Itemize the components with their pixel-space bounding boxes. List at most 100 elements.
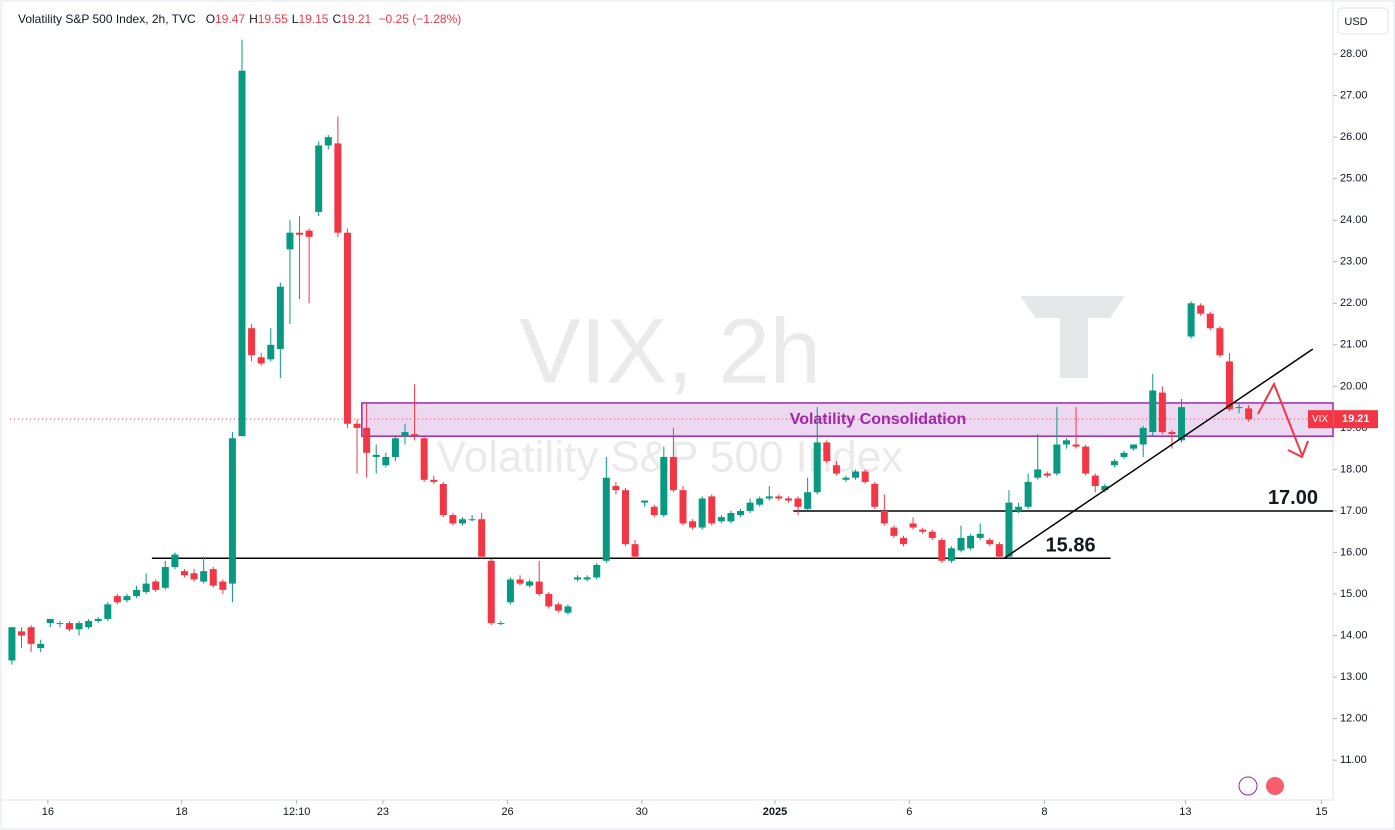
candle-body xyxy=(296,232,304,235)
candle-body xyxy=(612,486,620,491)
candle-body xyxy=(487,560,495,624)
candle-body xyxy=(1120,452,1128,457)
candle-body xyxy=(1053,444,1061,474)
candle-body xyxy=(1216,328,1224,356)
candle-body xyxy=(938,540,946,561)
candle-body xyxy=(957,537,965,551)
y-tick-label: 12.00 xyxy=(1340,713,1368,725)
candle-body xyxy=(717,517,725,522)
candle-body xyxy=(343,232,351,424)
alert-icon[interactable] xyxy=(1238,776,1258,796)
candle-body xyxy=(152,581,160,590)
candle-body xyxy=(1043,473,1051,476)
candle-body xyxy=(871,483,879,507)
candle-body xyxy=(1015,506,1023,511)
candle-body xyxy=(430,479,438,482)
candle-body xyxy=(641,500,649,503)
x-tick-label: 6 xyxy=(906,806,912,818)
candle-body xyxy=(27,627,35,644)
candle-body xyxy=(564,606,572,613)
ohlc-key: H xyxy=(249,12,258,26)
candle-body xyxy=(142,583,150,592)
candle-body xyxy=(765,496,773,499)
candle-body xyxy=(478,519,486,557)
candle-body xyxy=(602,477,610,561)
candle-body xyxy=(133,589,141,597)
candle-body xyxy=(947,548,955,561)
candle-body xyxy=(161,567,169,588)
candle-body xyxy=(775,496,783,499)
x-tick-label: 30 xyxy=(636,806,648,818)
price-tag-bg xyxy=(1334,410,1378,429)
x-tick-label: 23 xyxy=(377,806,389,818)
x-tick-label: 8 xyxy=(1041,806,1047,818)
candle-body xyxy=(305,230,313,237)
candle-body xyxy=(621,490,629,545)
candle-body xyxy=(382,456,390,466)
candle-body xyxy=(257,357,265,364)
projection-arrow-head xyxy=(1287,440,1309,459)
candle-body xyxy=(171,554,179,568)
candle-body xyxy=(1130,444,1138,449)
candle-body xyxy=(1101,486,1109,491)
candle-body xyxy=(967,535,975,549)
candle-body xyxy=(784,498,792,501)
candle-body xyxy=(267,344,275,360)
candle-body xyxy=(593,564,601,578)
candle-body xyxy=(334,143,342,233)
candle-body xyxy=(574,577,582,580)
candle-body xyxy=(679,490,687,524)
header: Volatility S&P 500 Index, 2h, TVC O19.47… xyxy=(18,12,465,26)
candle-body xyxy=(372,454,380,457)
candle-body xyxy=(18,631,26,636)
candle-body xyxy=(113,596,121,603)
candle-body xyxy=(823,442,831,462)
ohlc: O19.47 H19.55 L19.15 C19.21 xyxy=(206,12,376,26)
ohlc-key: L xyxy=(291,12,299,26)
candle-body xyxy=(516,579,524,584)
change: −0.25 (−1.28%) xyxy=(378,12,462,26)
candle-body xyxy=(650,506,658,516)
candle-body xyxy=(1139,427,1147,445)
trendline xyxy=(1003,348,1314,559)
y-tick-label: 18.00 xyxy=(1340,463,1368,475)
x-tick-label: 16 xyxy=(42,806,54,818)
candle-body xyxy=(832,465,840,474)
candle-body xyxy=(439,483,447,516)
x-tick-label: 15 xyxy=(1315,806,1327,818)
candle-body xyxy=(276,286,284,349)
candle-body xyxy=(56,623,64,625)
candle-body xyxy=(995,544,1003,557)
candle-body xyxy=(890,527,898,536)
y-tick-label: 23.00 xyxy=(1340,256,1368,268)
y-tick-label: 24.00 xyxy=(1340,214,1368,226)
candle-body xyxy=(545,594,553,607)
candle-body xyxy=(1072,444,1080,447)
candle-body xyxy=(660,456,668,516)
candle-body xyxy=(324,137,332,146)
candle-body xyxy=(65,623,73,630)
candle-body xyxy=(746,502,754,511)
candle-body xyxy=(238,70,246,437)
candle-body xyxy=(813,442,821,493)
candle-body xyxy=(689,521,697,528)
candle-body xyxy=(248,328,256,356)
candle-body xyxy=(1024,481,1032,507)
candle-body xyxy=(94,618,102,622)
y-tick-label: 16.00 xyxy=(1340,546,1368,558)
x-tick-label: 13 xyxy=(1179,806,1191,818)
candle-body xyxy=(363,427,371,453)
y-tick-label: 17.00 xyxy=(1340,505,1368,517)
candle-body xyxy=(900,537,908,545)
ohlc-value: 19.55 xyxy=(257,12,288,26)
candle-body xyxy=(497,623,505,625)
currency-button[interactable] xyxy=(1337,7,1389,35)
candle-body xyxy=(669,456,677,491)
flag-icon[interactable] xyxy=(1266,777,1284,795)
candle-body xyxy=(756,498,764,505)
candle-body xyxy=(123,596,131,601)
candle-body xyxy=(1187,303,1195,337)
plot: 11.00 12.00 13.00 14.00 15.00 16.00 17.00 18.00… xyxy=(8,39,1368,818)
